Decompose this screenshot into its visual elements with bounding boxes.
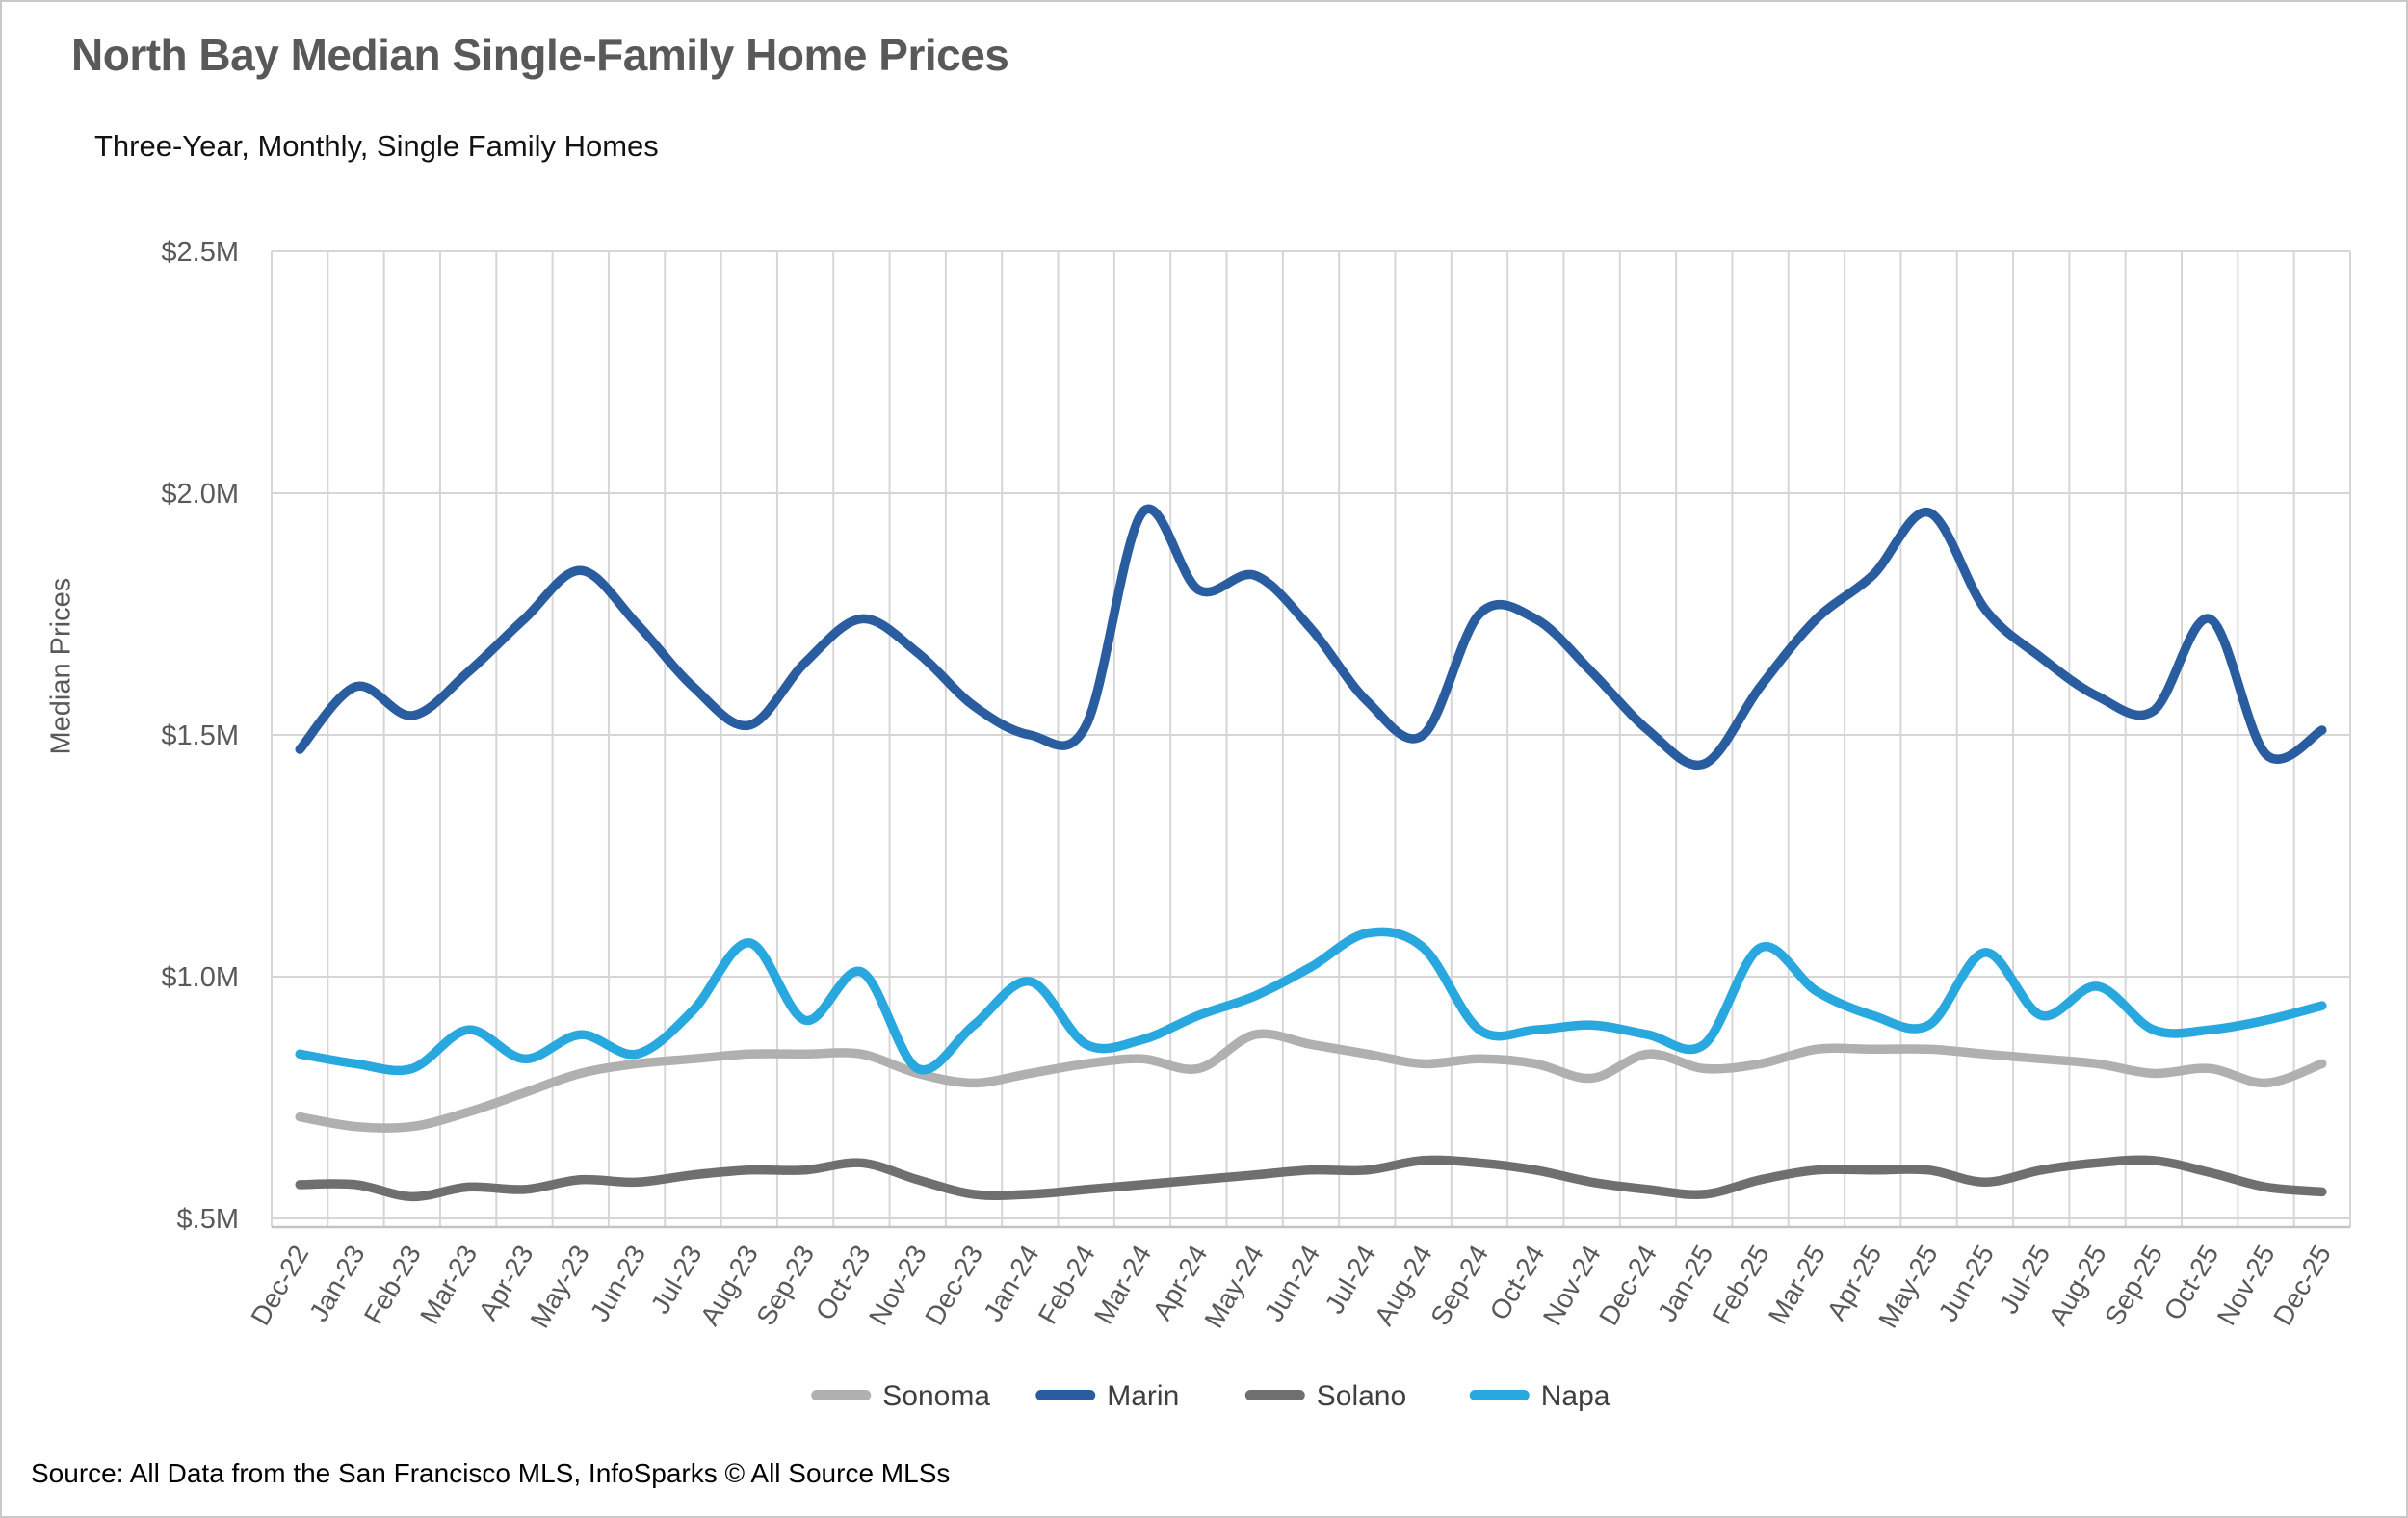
x-axis-tick-labels: Dec-22Jan-23Feb-23Mar-23Apr-23May-23Jun-… xyxy=(245,1241,2337,1333)
x-tick-label: Jun-24 xyxy=(1259,1241,1326,1327)
legend-label: Marin xyxy=(1107,1380,1179,1412)
legend: Sonoma Marin Solano Napa xyxy=(811,1380,1610,1412)
legend-item-sonoma: Sonoma xyxy=(811,1380,990,1412)
legend-item-solano: Solano xyxy=(1244,1380,1406,1412)
legend-swatch-solano xyxy=(1244,1390,1305,1400)
series-line-marin xyxy=(295,504,2327,771)
y-tick-label: $2.0M xyxy=(161,479,239,510)
x-tick-label: Mar-25 xyxy=(1763,1241,1831,1329)
x-tick-label: Jun-25 xyxy=(1932,1241,2000,1327)
x-tick-label: Jul-24 xyxy=(1320,1241,1382,1320)
legend-label: Napa xyxy=(1541,1380,1610,1412)
y-tick-label: $.5M xyxy=(177,1204,239,1235)
legend-item-napa: Napa xyxy=(1469,1380,1610,1412)
gridlines xyxy=(271,250,2351,1227)
series-lines xyxy=(295,504,2327,1202)
x-tick-label: Dec-22 xyxy=(245,1241,314,1331)
series-line-solano xyxy=(295,1155,2327,1202)
legend-swatch-sonoma xyxy=(811,1390,872,1400)
x-tick-label: Mar-23 xyxy=(414,1241,483,1329)
chart-subtitle: Three-Year, Monthly, Single Family Homes xyxy=(94,129,659,163)
source-note: Source: All Data from the San Francisco … xyxy=(31,1458,951,1488)
y-tick-label: $1.0M xyxy=(161,962,239,993)
series-line-napa xyxy=(295,927,2327,1076)
legend-label: Sonoma xyxy=(882,1380,990,1412)
series-line-sonoma xyxy=(295,1029,2327,1133)
x-tick-label: Mar-24 xyxy=(1088,1241,1157,1329)
y-tick-label: $1.5M xyxy=(161,720,239,751)
legend-item-marin: Marin xyxy=(1035,1380,1179,1412)
x-tick-label: Jun-23 xyxy=(585,1241,652,1327)
legend-swatch-marin xyxy=(1035,1390,1096,1400)
page-title: North Bay Median Single-Family Home Pric… xyxy=(71,30,1009,80)
legend-swatch-napa xyxy=(1469,1390,1530,1400)
y-axis-title: Median Prices xyxy=(45,577,77,755)
x-tick-label: Jul-23 xyxy=(645,1241,708,1320)
y-tick-label: $2.5M xyxy=(161,237,239,268)
legend-label: Solano xyxy=(1317,1380,1406,1412)
y-axis-tick-labels: $2.5M $2.0M $1.5M $1.0M $.5M xyxy=(161,237,239,1235)
x-tick-label: Jul-25 xyxy=(1993,1241,2055,1320)
